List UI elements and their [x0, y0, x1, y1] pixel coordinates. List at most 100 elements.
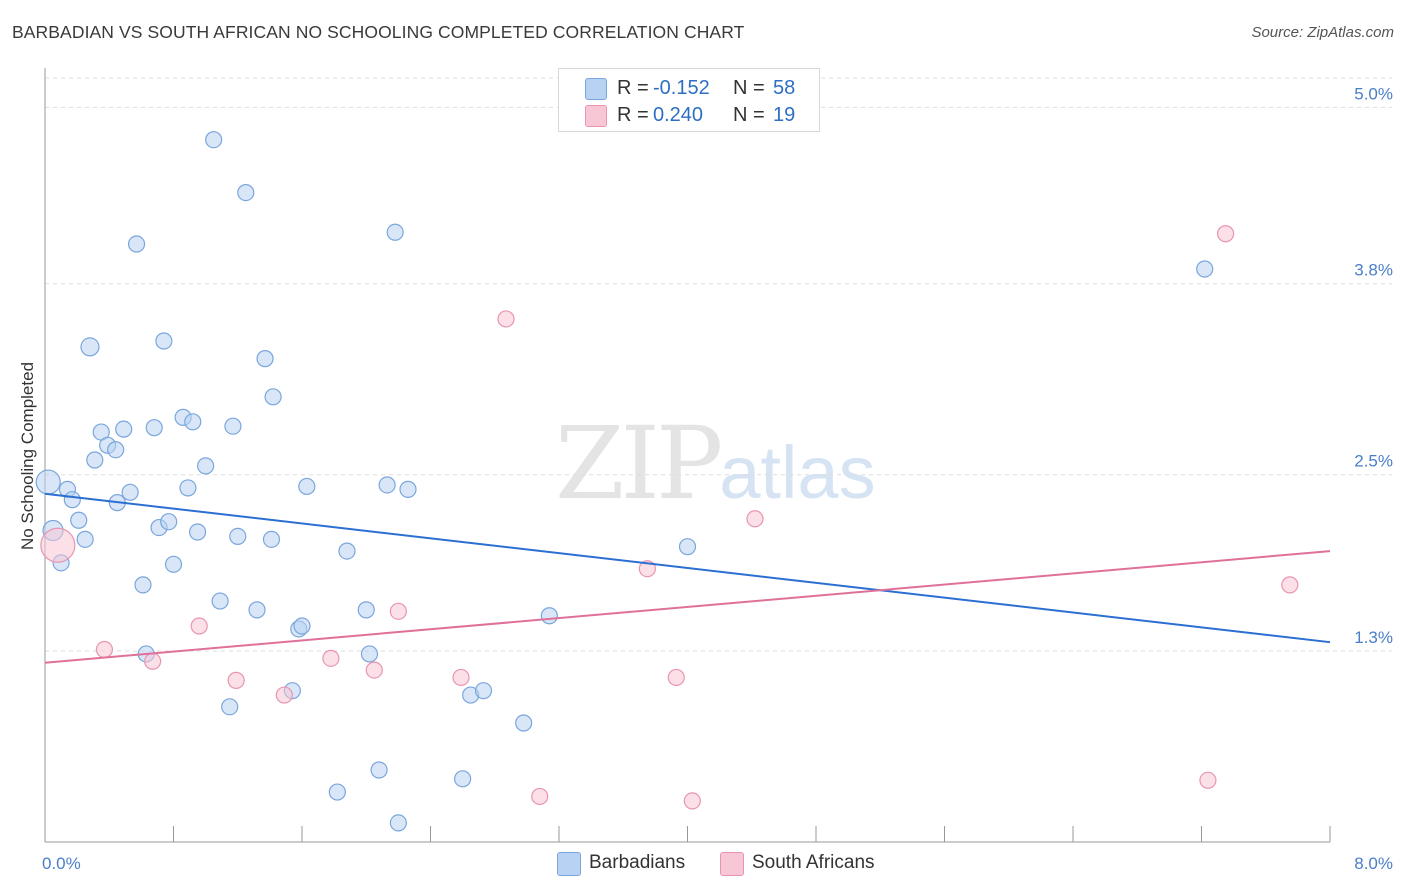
series-barbadians: [35, 131, 1214, 832]
barbadian-point: [188, 523, 207, 541]
barbadian-point: [160, 513, 178, 531]
barbadian-point: [540, 607, 558, 625]
south-african-point: [1281, 576, 1299, 594]
stats-legend: R = -0.152 N = 58 R = 0.240 N = 19: [558, 68, 820, 132]
barbadian-point: [115, 420, 133, 438]
south-african-point: [1199, 771, 1217, 789]
watermark-atlas: atlas: [719, 431, 876, 514]
barbadian-point: [515, 714, 533, 732]
south-african-point: [1216, 225, 1235, 243]
y-axis-label: No Schooling Completed: [18, 361, 37, 551]
bottom-legend-barbadians: Barbadians: [557, 850, 707, 878]
barbadian-point: [179, 479, 197, 497]
barbadian-point: [134, 576, 152, 594]
barbadian-point: [237, 184, 255, 202]
barbadian-point: [338, 542, 356, 560]
south-african-point: [95, 640, 114, 659]
legend-r-value: 0.240: [653, 104, 704, 126]
bottom-legend-south-africans: South Africans: [720, 850, 900, 878]
barbadian-point: [107, 441, 125, 459]
south-african-point: [40, 527, 76, 563]
barbadian-point: [262, 530, 281, 548]
barbadian-point: [386, 223, 404, 241]
bottom-legend-label: Barbadians: [589, 852, 686, 873]
south-african-point: [746, 510, 764, 528]
south-african-point: [667, 668, 685, 687]
barbadian-point: [678, 538, 697, 556]
barbadian-point: [197, 457, 215, 475]
source-label: Source: ZipAtlas.com: [1251, 24, 1394, 41]
barbadian-point: [248, 601, 266, 619]
south-african-point: [144, 652, 162, 670]
legend-swatch-blue: [585, 78, 607, 100]
barbadian-point: [86, 451, 104, 469]
barbadian-point: [229, 527, 247, 546]
legend-n-label: N =: [733, 104, 765, 126]
barbadian-point: [328, 783, 346, 801]
legend-swatch-pink: [585, 105, 607, 127]
south-african-point: [452, 668, 470, 687]
barbadian-point: [360, 645, 379, 663]
barbadian-point: [378, 476, 396, 494]
legend-n-value: 58: [773, 77, 796, 99]
south-african-point: [322, 649, 340, 667]
x-tick-label: 8.0%: [1354, 854, 1393, 873]
bottom-legend-label: South Africans: [752, 852, 875, 873]
y-tick-label: 1.3%: [1354, 628, 1393, 647]
barbadian-point: [357, 601, 375, 619]
south-african-point: [275, 686, 293, 704]
barbadian-point: [256, 350, 274, 368]
barbadian-point: [70, 511, 88, 529]
barbadian-point: [474, 682, 493, 700]
south-african-point: [497, 310, 515, 328]
south-african-point: [531, 787, 549, 806]
series-south-africans: [40, 225, 1299, 810]
barbadian-point: [370, 761, 388, 779]
x-tick-label: 0.0%: [42, 854, 81, 873]
barbadian-point: [35, 469, 61, 495]
barbadian-point: [1196, 260, 1214, 278]
y-tick-label: 3.8%: [1354, 261, 1393, 280]
south-african-point: [227, 671, 245, 689]
barbadian-point: [211, 592, 229, 610]
bottom-legend-swatch-pink: [720, 852, 744, 876]
legend-n-label: N =: [733, 77, 765, 99]
barbadian-point: [184, 413, 202, 431]
barbadian-point: [389, 814, 407, 832]
barbadian-point: [63, 491, 81, 509]
south-african-point: [389, 602, 407, 620]
bottom-legend-swatch-blue: [557, 852, 581, 876]
axes: [44, 68, 1331, 843]
legend-row-south-africans: R = 0.240 N = 19: [559, 102, 819, 130]
barbadian-point: [164, 555, 183, 573]
south-african-point: [365, 661, 383, 679]
legend-row-barbadians: R = -0.152 N = 58: [559, 75, 819, 103]
tick-labels: 1.3% 2.5% 3.8% 5.0% 0.0% 8.0%: [42, 84, 1393, 873]
watermark: ZIPatlas: [555, 405, 876, 522]
barbadian-point: [224, 417, 242, 435]
trend-line-south-africans: [44, 550, 1331, 664]
legend-r-label: R =: [617, 104, 649, 126]
barbadian-point: [454, 770, 472, 788]
barbadian-point: [399, 480, 417, 498]
barbadian-point: [293, 617, 311, 635]
barbadian-point: [145, 419, 163, 437]
barbadian-point: [155, 332, 173, 350]
legend-r-value: -0.152: [653, 77, 710, 99]
chart-title: BARBADIAN VS SOUTH AFRICAN NO SCHOOLING …: [12, 22, 745, 42]
barbadian-point: [221, 698, 239, 716]
barbadian-point: [264, 388, 282, 406]
south-african-point: [683, 792, 701, 810]
trend-line-barbadians: [44, 492, 1331, 644]
barbadian-point: [80, 337, 100, 357]
legend-n-value: 19: [773, 104, 796, 126]
south-african-point: [190, 617, 208, 635]
barbadian-point: [76, 530, 94, 548]
legend-r-label: R =: [617, 77, 649, 99]
barbadian-point: [205, 131, 223, 149]
barbadian-point: [121, 483, 139, 501]
trend-lines: [44, 492, 1331, 664]
gridlines: [45, 77, 1392, 652]
barbadian-point: [127, 235, 146, 253]
